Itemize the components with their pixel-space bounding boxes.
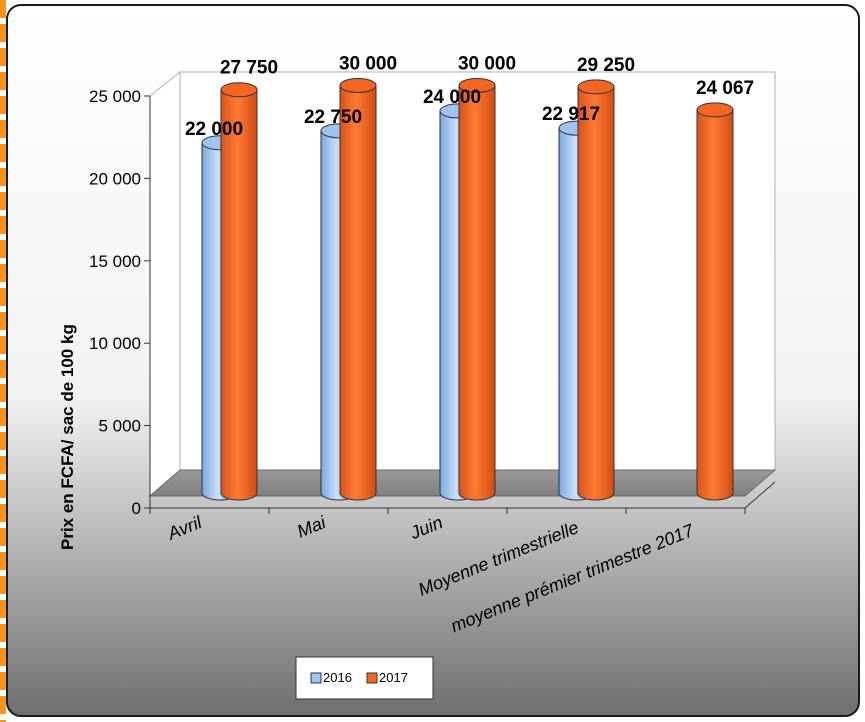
bars [201, 77, 734, 501]
bar-2017-3 [577, 79, 615, 501]
x-axis-depth-line [744, 481, 776, 509]
legend-label-2017: 2017 [379, 670, 408, 685]
data-label: 27 750 [220, 58, 278, 79]
data-label: 22 750 [304, 107, 362, 128]
data-label: 30 000 [458, 53, 516, 74]
bar-body [696, 109, 734, 501]
bar-2017-2 [458, 77, 496, 501]
legend-swatch-2016 [310, 672, 322, 684]
bar-top [577, 79, 615, 95]
legend-swatch-2017 [366, 672, 378, 684]
bar-2017-1 [339, 77, 377, 501]
data-label: 29 250 [577, 55, 635, 76]
data-label: 24 067 [696, 78, 754, 99]
y-tick-label: 5 000 [98, 417, 141, 436]
data-label: 24 000 [423, 87, 481, 108]
bar-body [220, 89, 258, 501]
bar-body [577, 86, 615, 501]
bar-body [339, 84, 377, 501]
legend-label-2016: 2016 [323, 670, 352, 685]
bar-body [458, 84, 496, 501]
bar-top [458, 77, 496, 93]
y-ticks: 0 5 000 10 000 15 000 20 000 25 000 [89, 87, 150, 518]
bar-2017-0 [220, 82, 258, 501]
bar-top [220, 82, 258, 98]
bar-top [339, 77, 377, 93]
data-label: 22 000 [185, 119, 243, 140]
data-label: 30 000 [339, 53, 397, 74]
y-tick-label: 15 000 [89, 252, 141, 271]
y-tick-label: 25 000 [89, 87, 141, 106]
bar-2017-4 [696, 102, 734, 501]
y-tick-label: 10 000 [89, 334, 141, 353]
legend: 2016 2017 [295, 656, 434, 700]
data-label: 22 917 [542, 104, 600, 125]
bar-top [696, 102, 734, 118]
y-tick-label: 20 000 [89, 169, 141, 188]
y-axis-title: Prix en FCFA/ sac de 100 kg [58, 324, 77, 550]
plot-side-wall [149, 70, 181, 498]
y-tick-label: 0 [132, 499, 141, 518]
data-labels: 22 000 22 750 24 000 22 917 27 750 30 000 30 0… [185, 53, 754, 139]
